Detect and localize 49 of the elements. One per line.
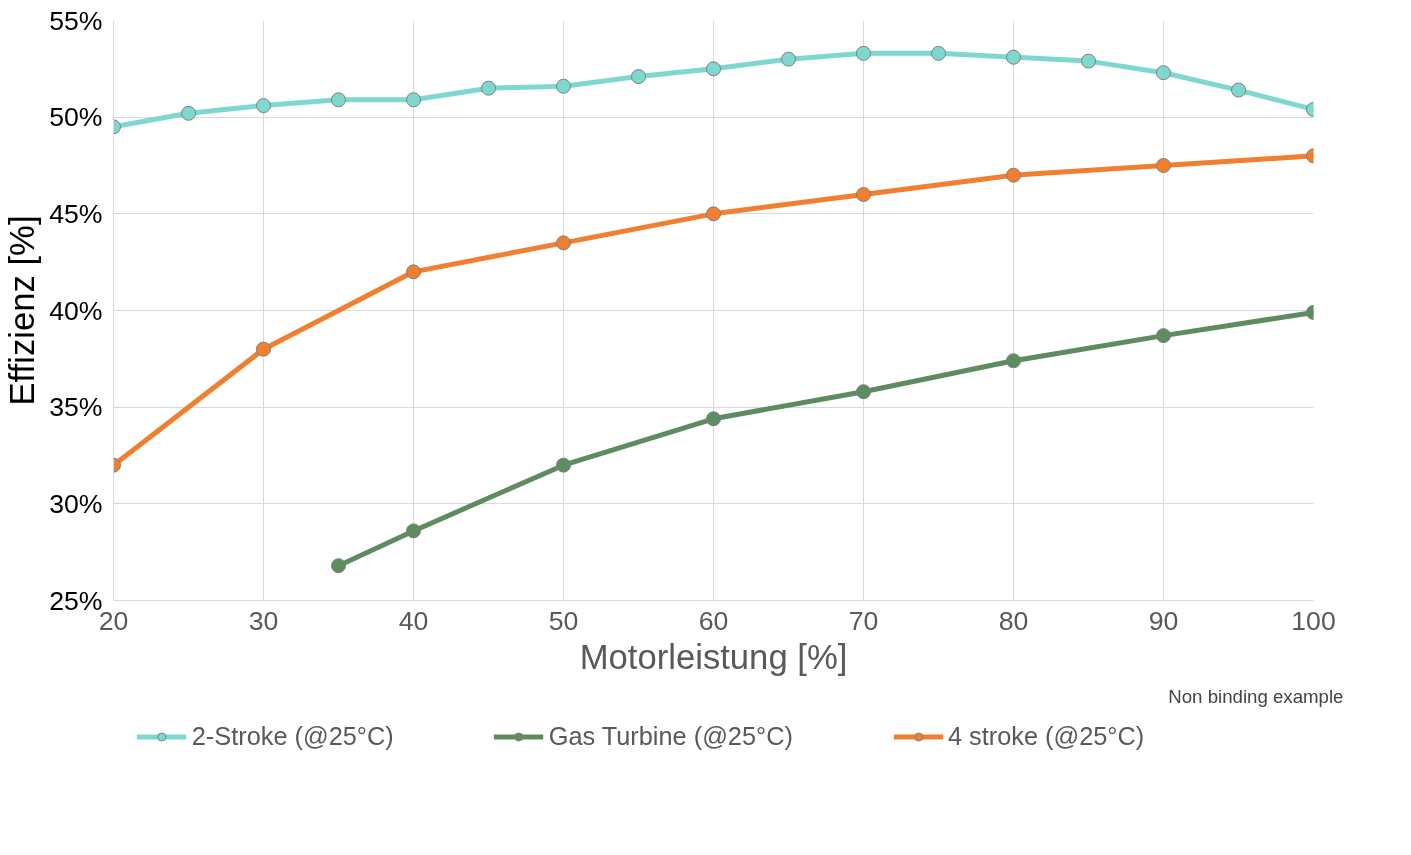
point	[256, 98, 271, 114]
x-tick-label: 40	[398, 605, 429, 636]
point	[631, 69, 646, 85]
point	[856, 187, 871, 202]
point	[556, 235, 571, 251]
point	[331, 558, 346, 574]
legend-label: 2-Stroke (@25°C)	[191, 721, 394, 751]
x-tick-label: 30	[248, 605, 279, 636]
point	[481, 80, 496, 96]
point	[406, 264, 421, 280]
point	[1156, 158, 1171, 173]
point	[1156, 65, 1171, 81]
point	[706, 411, 721, 427]
y-tick-label: 35%	[49, 392, 103, 423]
point	[1231, 82, 1246, 98]
point	[856, 45, 871, 61]
y-tick-label: 55%	[49, 5, 103, 36]
point	[406, 92, 421, 108]
x-axis-title: Motorleistung [%]	[579, 637, 848, 676]
point	[331, 92, 346, 108]
point	[556, 78, 571, 94]
point	[256, 341, 271, 357]
legend-label: Gas Turbine (@25°C)	[548, 721, 793, 751]
y-axis-title: Effizienz [%]	[3, 215, 42, 406]
point	[556, 457, 571, 473]
point	[1006, 353, 1021, 369]
x-tick-label: 50	[548, 605, 579, 636]
text: Non binding example	[1168, 685, 1344, 707]
y-tick-label: 50%	[49, 102, 103, 133]
point	[1006, 167, 1021, 183]
point	[181, 105, 196, 121]
y-tick-label: 45%	[49, 198, 103, 229]
point	[1156, 328, 1171, 344]
point	[1081, 53, 1096, 69]
x-tick-label: 60	[698, 605, 729, 636]
point	[706, 61, 721, 77]
point	[781, 51, 796, 67]
point	[1006, 49, 1021, 65]
y-tick-label: 40%	[49, 295, 103, 326]
point	[406, 523, 421, 539]
point	[856, 384, 871, 400]
x-tick-label: 90	[1148, 605, 1179, 636]
point	[931, 45, 946, 61]
x-tick-label: 100	[1291, 605, 1336, 636]
legend-label: 4 stroke (@25°C)	[947, 721, 1145, 751]
x-tick-label: 80	[998, 605, 1029, 636]
y-tick-label: 30%	[49, 488, 103, 519]
point	[706, 206, 721, 222]
x-tick-label: 70	[848, 605, 879, 636]
